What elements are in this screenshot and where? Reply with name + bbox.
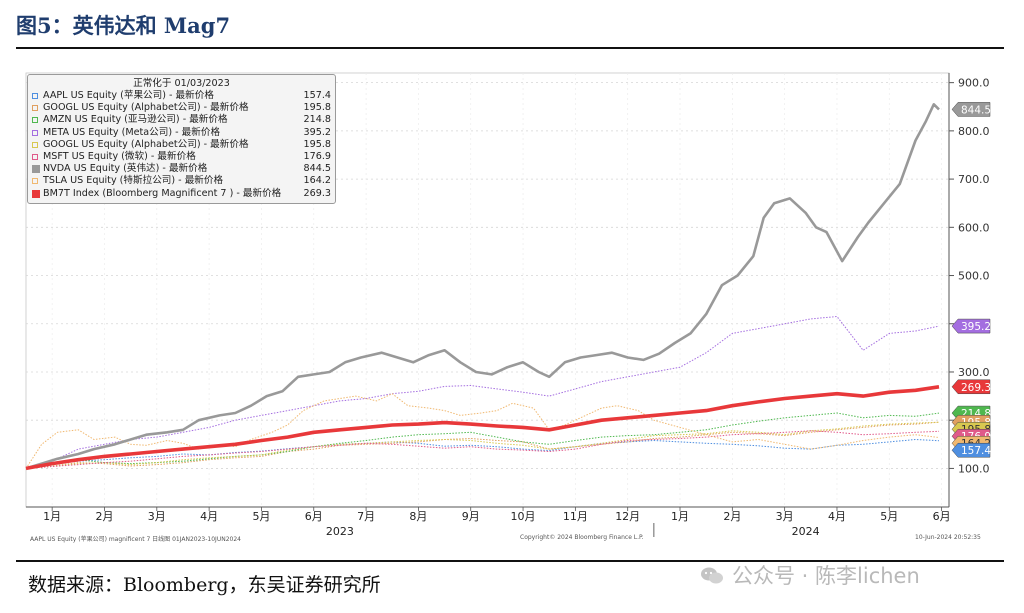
- y-tick-label: 100.0: [958, 462, 990, 475]
- legend-value: 164.2: [303, 175, 331, 187]
- x-tick-label: 5月: [880, 510, 898, 523]
- legend-label: BM7T Index (Bloomberg Magnificent 7 ) - …: [43, 187, 282, 199]
- last-value-label: 844.5: [961, 104, 991, 116]
- legend-item: META US Equity (Meta公司) - 最新价格 395.2: [28, 127, 335, 139]
- legend-value: 214.8: [303, 114, 331, 126]
- legend-item: TSLA US Equity (特斯拉公司) - 最新价格 164.2: [28, 175, 335, 187]
- footer-left-note: AAPL US Equity (苹果公司) magnificent 7 日线图 …: [30, 536, 241, 543]
- watermark: 公众号 · 陈李lichen: [700, 560, 920, 590]
- legend-value: 195.8: [303, 102, 331, 114]
- series-line: [25, 316, 940, 469]
- legend-swatch: [32, 165, 40, 174]
- legend-swatch: [32, 117, 38, 124]
- series-line: [25, 421, 940, 469]
- x-tick-label: 3月: [148, 510, 166, 523]
- x-tick-label: 11月: [563, 510, 588, 523]
- x-tick-label: 5月: [252, 510, 270, 523]
- y-tick-label: 300.0: [958, 366, 990, 379]
- x-tick-label: 2月: [723, 510, 741, 523]
- series-line: [25, 385, 940, 471]
- x-tick-label: 1月: [671, 510, 689, 523]
- legend-swatch: [32, 153, 38, 160]
- last-value-badge: [951, 379, 991, 395]
- series-line: [25, 393, 940, 469]
- footer-copyright: Copyright© 2024 Bloomberg Finance L.P.: [520, 534, 644, 541]
- legend-swatch: [32, 189, 40, 198]
- watermark-text: 公众号 · 陈李lichen: [732, 564, 920, 588]
- y-tick-label: 900.0: [958, 77, 990, 90]
- year-label: 2023: [326, 525, 354, 538]
- legend-label: AAPL US Equity (苹果公司) - 最新价格: [43, 90, 214, 101]
- x-tick-label: 3月: [776, 510, 794, 523]
- legend-item: MSFT US Equity (微软) - 最新价格 176.9: [28, 151, 335, 163]
- footer-timestamp: 10-Jun-2024 20:52:35: [915, 534, 981, 541]
- legend-item: BM7T Index (Bloomberg Magnificent 7 ) - …: [28, 188, 335, 200]
- legend-value: 395.2: [303, 126, 331, 138]
- y-tick-label: 500.0: [958, 270, 990, 283]
- bottom-rule: [16, 560, 1004, 562]
- legend-label: AMZN US Equity (亚马逊公司) - 最新价格: [43, 114, 228, 126]
- legend-value: 195.8: [303, 138, 331, 150]
- legend-swatch: [32, 178, 38, 185]
- title-rule: [16, 47, 1004, 49]
- figure-title: 图5：英伟达和 Mag7: [16, 13, 231, 38]
- x-tick-label: 2月: [95, 510, 113, 523]
- y-tick-label: 600.0: [958, 221, 990, 234]
- last-value-badge: [951, 318, 991, 334]
- legend-item: AAPL US Equity (苹果公司) - 最新价格 157.4: [28, 90, 335, 102]
- series-line: [25, 439, 940, 469]
- x-tick-label: 4月: [828, 510, 846, 523]
- legend-item: GOOGL US Equity (Alphabet公司) - 最新价格 195.8: [28, 102, 335, 114]
- legend-label: GOOGL US Equity (Alphabet公司) - 最新价格: [43, 138, 249, 150]
- x-tick-label: 7月: [357, 510, 375, 523]
- last-value-label: 395.2: [961, 321, 991, 333]
- wechat-icon: [701, 567, 723, 584]
- legend-rows: AAPL US Equity (苹果公司) - 最新价格 157.4 GOOGL U…: [28, 90, 335, 200]
- legend-label: GOOGL US Equity (Alphabet公司) - 最新价格: [43, 102, 249, 114]
- x-tick-label: 4月: [200, 510, 218, 523]
- series-line: [25, 421, 940, 469]
- source-note: 数据来源：Bloomberg，东吴证券研究所: [28, 574, 381, 596]
- y-tick-label: 700.0: [958, 173, 990, 186]
- last-value-label: 269.3: [961, 382, 991, 394]
- x-tick-label: 10月: [511, 510, 536, 523]
- legend-item: NVDA US Equity (英伟达) - 最新价格 844.5: [28, 163, 335, 175]
- legend-item: GOOGL US Equity (Alphabet公司) - 最新价格 195.8: [28, 139, 335, 151]
- legend-swatch: [32, 105, 38, 112]
- y-tick-label: 800.0: [958, 125, 990, 138]
- x-tick-label: 1月: [43, 510, 61, 523]
- legend-value: 157.4: [303, 90, 331, 101]
- legend-value: 844.5: [303, 163, 331, 175]
- chart-legend: 正常化于 01/03/2023 AAPL US Equity (苹果公司) - …: [27, 74, 336, 204]
- legend-label: TSLA US Equity (特斯拉公司) - 最新价格: [43, 175, 224, 187]
- legend-title: 正常化于 01/03/2023: [133, 78, 230, 89]
- legend-label: MSFT US Equity (微软) - 最新价格: [43, 150, 196, 162]
- x-tick-label: 6月: [305, 510, 323, 523]
- series-line: [25, 430, 940, 469]
- legend-swatch: [32, 93, 38, 99]
- legend-label: NVDA US Equity (英伟达) - 最新价格: [43, 163, 208, 175]
- x-tick-label: 9月: [462, 510, 480, 523]
- year-label: 2024: [792, 525, 820, 538]
- series-line: [25, 102, 940, 470]
- legend-item: AMZN US Equity (亚马逊公司) - 最新价格 214.8: [28, 114, 335, 126]
- series-line: [25, 412, 940, 469]
- x-tick-label: 6月: [933, 510, 951, 523]
- legend-label: META US Equity (Meta公司) - 最新价格: [43, 126, 221, 138]
- legend-value: 269.3: [303, 187, 331, 199]
- legend-swatch: [32, 141, 38, 148]
- legend-swatch: [32, 129, 38, 136]
- x-tick-label: 12月: [615, 510, 640, 523]
- last-value-label: 157.4: [961, 445, 991, 457]
- x-tick-label: 8月: [409, 510, 427, 523]
- last-value-badge: [951, 102, 991, 117]
- last-value-badge: [951, 442, 991, 458]
- legend-value: 176.9: [303, 150, 331, 162]
